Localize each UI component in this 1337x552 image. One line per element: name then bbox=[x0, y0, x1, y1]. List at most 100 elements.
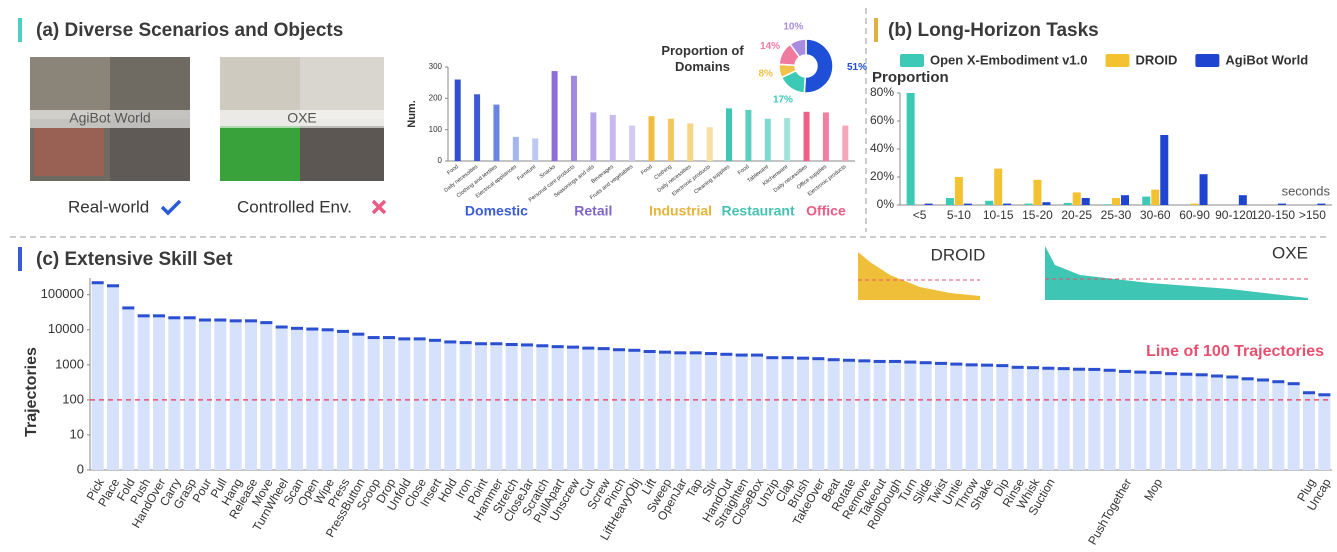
bar bbox=[735, 355, 748, 470]
bar bbox=[689, 352, 702, 470]
bar bbox=[613, 349, 625, 470]
bar bbox=[153, 315, 165, 470]
y-tick-label: 300 bbox=[429, 62, 443, 71]
pie-label: 51% bbox=[847, 62, 867, 73]
group-label: Retail bbox=[574, 203, 612, 219]
bar bbox=[413, 338, 426, 470]
bar bbox=[551, 346, 564, 470]
bar bbox=[950, 364, 963, 470]
bar bbox=[245, 320, 257, 470]
bar bbox=[963, 203, 972, 205]
bar bbox=[843, 360, 855, 470]
bar bbox=[643, 351, 656, 470]
bar bbox=[183, 317, 196, 470]
bar bbox=[889, 361, 901, 470]
bar bbox=[1195, 374, 1208, 470]
bar bbox=[260, 322, 273, 470]
group-label: Industrial bbox=[649, 203, 712, 219]
bar bbox=[551, 71, 558, 161]
bar bbox=[674, 352, 687, 470]
bar bbox=[567, 347, 579, 470]
bar bbox=[706, 127, 713, 161]
bar bbox=[1318, 394, 1331, 470]
bar bbox=[954, 177, 963, 205]
y-tick-label: 1000 bbox=[55, 356, 84, 371]
x-tick-label: <5 bbox=[913, 208, 927, 222]
bar bbox=[337, 331, 349, 470]
bar bbox=[994, 168, 1003, 205]
pie-label: 14% bbox=[760, 41, 780, 52]
bar bbox=[1024, 203, 1033, 205]
group-label: Domestic bbox=[465, 203, 528, 219]
x-tick-label: Mop bbox=[1141, 476, 1165, 503]
x-tick-label: 15-20 bbox=[1022, 208, 1053, 222]
y-axis-label: Proportion bbox=[872, 69, 949, 86]
panel-title: (a) Diverse Scenarios and Objects bbox=[36, 20, 343, 41]
bar bbox=[214, 320, 227, 470]
x-tick-label: 10-15 bbox=[983, 208, 1014, 222]
bar bbox=[1011, 367, 1024, 470]
group-label: Office bbox=[806, 203, 846, 219]
inset: OXE bbox=[1035, 243, 1315, 305]
bar bbox=[474, 94, 481, 161]
bar bbox=[935, 363, 947, 470]
bar bbox=[751, 355, 763, 470]
bar bbox=[822, 112, 829, 161]
photo: OXE bbox=[220, 57, 384, 181]
bar bbox=[1180, 374, 1193, 470]
bar bbox=[720, 354, 733, 470]
bar bbox=[475, 343, 487, 470]
bar bbox=[383, 337, 395, 470]
bar bbox=[505, 344, 518, 470]
y-tick-label: 0% bbox=[877, 197, 895, 211]
bar bbox=[1238, 195, 1247, 205]
bar bbox=[137, 315, 150, 470]
x-tick-label: Food bbox=[737, 164, 751, 176]
x-tick-label: Food bbox=[640, 164, 654, 176]
legend-label: Open X-Embodiment v1.0 bbox=[930, 52, 1087, 67]
bar bbox=[1199, 174, 1208, 205]
bar bbox=[521, 344, 533, 470]
bar bbox=[1042, 202, 1051, 205]
y-tick-label: 20% bbox=[870, 169, 894, 183]
bar bbox=[781, 357, 794, 470]
bar bbox=[168, 317, 181, 470]
bar bbox=[1119, 371, 1131, 470]
y-tick-label: 10 bbox=[70, 426, 84, 441]
bar bbox=[1211, 376, 1223, 470]
bar bbox=[609, 114, 616, 161]
x-tick-label: PushTogether bbox=[1085, 476, 1134, 547]
bar bbox=[842, 125, 849, 161]
bar bbox=[1112, 198, 1120, 205]
x-tick-label: 120-150 bbox=[1251, 208, 1295, 222]
bar bbox=[1257, 379, 1269, 470]
bar bbox=[1081, 198, 1090, 205]
photo-label: OXE bbox=[287, 110, 317, 126]
bar bbox=[1317, 203, 1326, 205]
bar bbox=[628, 350, 641, 470]
bar bbox=[275, 327, 288, 470]
bar bbox=[490, 343, 503, 470]
photo: AgiBot World bbox=[30, 57, 190, 181]
bar bbox=[444, 341, 457, 470]
bar bbox=[1063, 202, 1072, 205]
bar bbox=[107, 285, 119, 470]
bar bbox=[1103, 204, 1111, 205]
bar bbox=[667, 118, 674, 161]
pie-label: 10% bbox=[783, 22, 803, 33]
bar bbox=[1142, 196, 1151, 205]
y-tick-label: 100 bbox=[429, 125, 443, 134]
bar bbox=[590, 112, 597, 161]
header-accent bbox=[18, 18, 22, 42]
bar bbox=[858, 360, 871, 470]
bar bbox=[1042, 368, 1055, 470]
bar bbox=[199, 320, 211, 470]
bar bbox=[1303, 392, 1315, 470]
bar bbox=[582, 348, 595, 470]
x-tick-label: 90-120 bbox=[1215, 208, 1253, 222]
bar bbox=[745, 109, 752, 161]
bar bbox=[1278, 203, 1287, 205]
bar bbox=[945, 198, 954, 205]
y-tick-label: 0 bbox=[77, 461, 84, 476]
header-accent bbox=[874, 18, 878, 42]
